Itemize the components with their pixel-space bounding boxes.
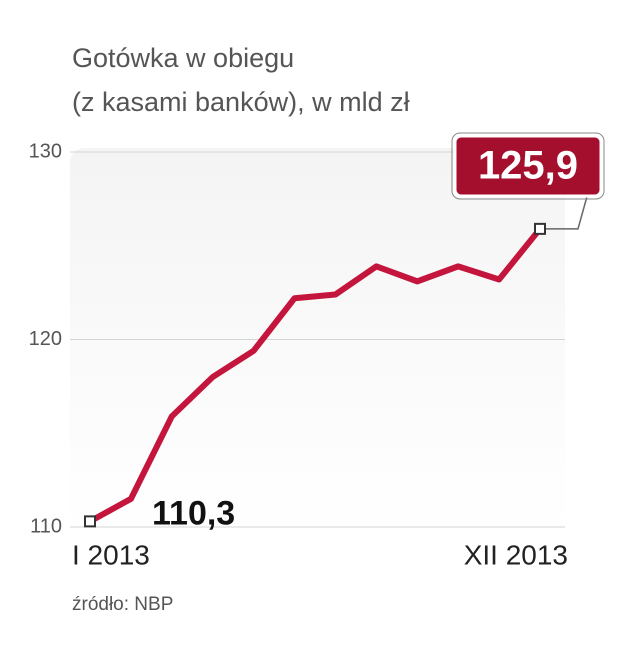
chart-title: Gotówka w obiegu [72, 43, 294, 73]
x-tick-label: I 2013 [72, 539, 150, 570]
y-tick-label: 110 [30, 515, 62, 537]
source: źródło: NBP [72, 594, 173, 615]
x-tick-label: XII 2013 [464, 539, 568, 570]
point-marker [84, 515, 96, 528]
data-line [87, 225, 543, 525]
point-marker [534, 222, 546, 235]
label-box-border [451, 132, 605, 200]
label-connector [546, 192, 589, 230]
value-label: 110,3 [152, 494, 235, 532]
label-box [453, 134, 603, 198]
y-tick-label: 130 [29, 140, 62, 162]
value-label: 125,9 [478, 144, 578, 188]
y-tick-label: 120 [29, 328, 62, 350]
chart-subtitle: (z kasami banków), w mld zł [72, 87, 410, 117]
